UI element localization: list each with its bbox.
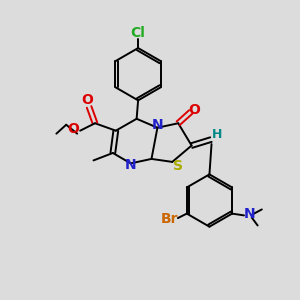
- Text: N: N: [244, 208, 255, 221]
- Text: O: O: [68, 122, 80, 136]
- Text: Br: Br: [161, 212, 178, 226]
- Text: N: N: [152, 118, 164, 132]
- Text: O: O: [82, 93, 94, 107]
- Text: N: N: [125, 158, 136, 172]
- Text: O: O: [188, 103, 200, 117]
- Text: S: S: [172, 159, 183, 173]
- Text: H: H: [212, 128, 223, 141]
- Text: Cl: Cl: [131, 26, 146, 40]
